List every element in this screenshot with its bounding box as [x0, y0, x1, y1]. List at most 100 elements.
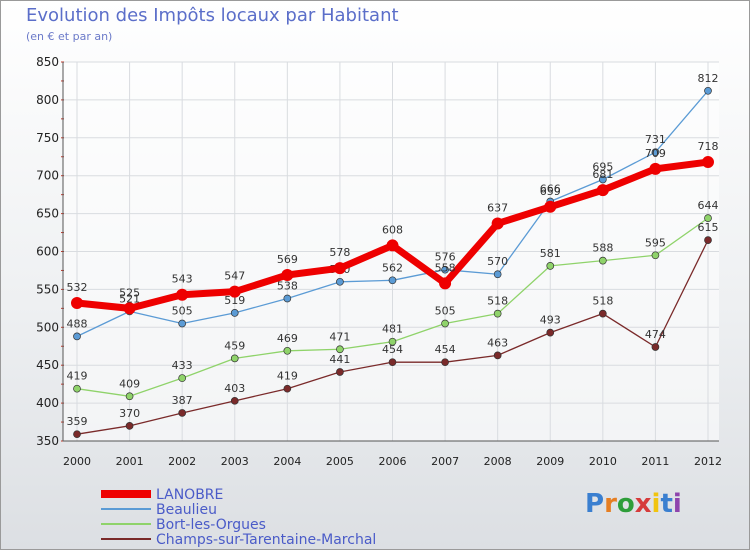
data-label: 637	[487, 201, 508, 214]
x-tick-label: 2010	[589, 455, 617, 468]
legend-label: LANOBRE	[156, 487, 223, 503]
data-point	[73, 384, 81, 393]
y-tick-label: 700	[36, 169, 59, 183]
data-label: 474	[645, 328, 666, 341]
y-tick-label: 500	[36, 320, 59, 334]
data-point	[336, 345, 344, 354]
data-label: 505	[435, 305, 456, 318]
logo-letter: P	[585, 489, 605, 519]
data-point	[283, 294, 292, 303]
chart-title: Evolution des Impôts locaux par Habitant	[26, 5, 399, 26]
data-label: 370	[119, 407, 140, 420]
data-label: 547	[224, 270, 245, 283]
y-tick-label: 550	[36, 282, 59, 296]
data-point	[388, 276, 397, 285]
logo-letter: x	[634, 489, 652, 519]
data-point	[281, 268, 294, 281]
x-tick-label: 2011	[641, 455, 669, 468]
data-label: 569	[277, 253, 298, 266]
data-point	[651, 343, 660, 351]
data-label: 718	[698, 140, 719, 153]
data-label: 463	[487, 336, 508, 349]
data-point	[123, 302, 136, 315]
data-label: 454	[382, 343, 403, 356]
x-tick-label: 2005	[326, 455, 354, 468]
data-label: 409	[119, 377, 140, 390]
data-label: 681	[592, 168, 613, 181]
data-label: 441	[329, 353, 350, 366]
data-label: 481	[382, 323, 403, 336]
data-label: 588	[592, 242, 613, 255]
data-label: 709	[645, 147, 666, 160]
data-point	[125, 421, 134, 430]
data-label: 538	[277, 279, 298, 292]
data-point	[333, 262, 346, 275]
x-tick-label: 2006	[379, 455, 407, 468]
data-point	[125, 392, 134, 401]
data-label: 419	[277, 370, 298, 383]
y-tick-label: 850	[36, 55, 59, 69]
data-label: 578	[329, 246, 350, 259]
data-label: 419	[67, 370, 88, 383]
data-label: 595	[645, 236, 666, 249]
data-label: 459	[224, 339, 245, 352]
legend-label: Champs-sur-Tarentaine-Marchal	[156, 532, 376, 548]
data-point	[596, 184, 609, 197]
data-point	[704, 86, 712, 95]
data-label: 525	[119, 286, 140, 299]
data-point	[491, 217, 504, 230]
data-point	[230, 309, 239, 317]
data-point	[598, 309, 607, 318]
data-point	[228, 285, 241, 298]
y-tick-label: 750	[36, 131, 59, 145]
data-label: 519	[224, 294, 245, 307]
x-tick-label: 2012	[694, 455, 722, 468]
data-point	[441, 265, 449, 274]
x-tick-label: 2000	[63, 455, 91, 468]
data-point	[178, 374, 187, 382]
data-point	[651, 251, 660, 260]
legend-label: Beaulieu	[156, 502, 217, 518]
x-tick-label: 2001	[116, 455, 144, 468]
data-point	[546, 328, 555, 337]
x-tick-label: 2009	[536, 455, 564, 468]
data-label: 812	[698, 72, 719, 85]
data-point	[71, 297, 83, 310]
data-point	[544, 200, 557, 213]
x-tick-label: 2002	[168, 455, 196, 468]
legend-label: Bort-les-Orgues	[156, 517, 266, 533]
x-tick-label: 2004	[273, 455, 301, 468]
data-point	[439, 277, 452, 290]
data-point	[493, 309, 502, 318]
data-point	[283, 384, 292, 393]
data-point	[702, 156, 714, 169]
data-label: 469	[277, 332, 298, 345]
data-point	[388, 337, 397, 346]
y-tick-label: 350	[36, 434, 59, 448]
data-label: 488	[67, 317, 88, 330]
data-label: 581	[540, 247, 561, 260]
data-point	[386, 239, 399, 252]
data-label: 543	[172, 273, 193, 286]
data-point	[336, 368, 344, 376]
data-point	[230, 354, 239, 363]
data-label: 666	[540, 182, 561, 195]
logo-letter: i	[672, 489, 682, 519]
data-point	[649, 162, 662, 175]
data-label: 558	[435, 261, 456, 274]
data-label: 532	[67, 281, 88, 294]
data-point	[441, 358, 449, 367]
data-point	[178, 409, 187, 417]
data-point	[283, 346, 292, 355]
data-label: 471	[329, 330, 350, 343]
data-point	[230, 396, 239, 405]
data-point	[704, 214, 712, 222]
data-point	[704, 236, 712, 244]
data-label: 731	[645, 133, 666, 146]
data-point	[651, 148, 660, 157]
data-point	[176, 288, 189, 301]
data-label: 433	[172, 359, 193, 372]
logo-letter: o	[616, 489, 635, 519]
data-label: 615	[698, 221, 719, 234]
